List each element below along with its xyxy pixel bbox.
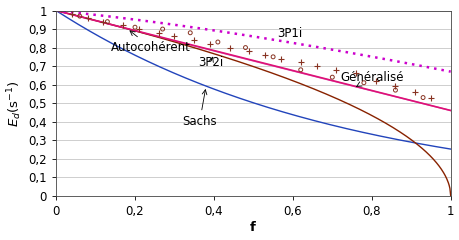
Point [371,79,379,83]
Point [359,81,367,85]
Point [261,53,269,57]
Point [245,49,252,53]
Point [131,25,138,29]
Y-axis label: $E_d(\mathrm{s}^{-1})$: $E_d(\mathrm{s}^{-1})$ [6,80,24,126]
Point [328,75,335,79]
Text: Sachs: Sachs [182,90,217,128]
Point [297,60,304,64]
Point [277,57,284,60]
Text: 3P2i: 3P2i [198,56,223,69]
Point [159,27,166,31]
Point [68,12,75,16]
Point [297,68,304,72]
Point [426,96,434,99]
Point [391,84,398,88]
Point [84,16,91,20]
Point [391,88,398,92]
Point [103,20,111,24]
Point [155,31,162,35]
Point [119,24,127,27]
Text: Généralisé: Généralisé [340,71,403,87]
Point [100,20,107,24]
Point [135,27,142,31]
Point [419,96,426,99]
Point [352,72,359,75]
Point [214,40,221,44]
X-axis label: $\mathbf{f}$: $\mathbf{f}$ [249,221,257,234]
Text: Autocohérent: Autocohérent [111,31,191,54]
Point [206,42,213,46]
Point [269,55,276,59]
Point [332,68,339,72]
Point [190,38,197,42]
Text: 3P1i: 3P1i [276,27,302,40]
Point [312,64,319,68]
Point [186,31,194,35]
Point [225,46,233,49]
Point [241,46,249,49]
Point [170,35,178,38]
Point [411,90,418,94]
Point [76,14,83,18]
